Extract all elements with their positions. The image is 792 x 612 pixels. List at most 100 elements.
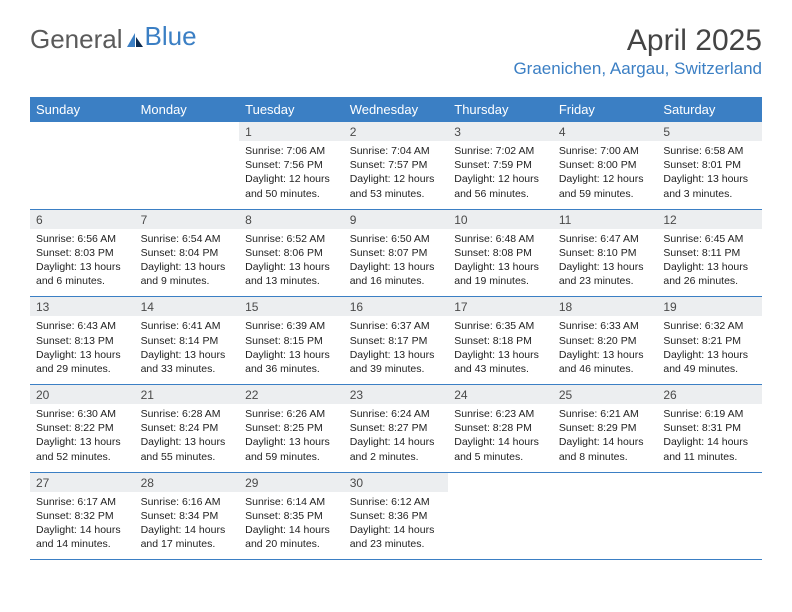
sunrise-text: Sunrise: 6:47 AM — [559, 232, 652, 246]
sunrise-text: Sunrise: 6:33 AM — [559, 319, 652, 333]
day-cell: 3Sunrise: 7:02 AMSunset: 7:59 PMDaylight… — [448, 122, 553, 210]
header: General Blue April 2025 Graenichen, Aarg… — [30, 24, 762, 79]
sunrise-text: Sunrise: 6:43 AM — [36, 319, 129, 333]
daylight-text: Daylight: 13 hours and 36 minutes. — [245, 348, 338, 376]
sunset-text: Sunset: 8:36 PM — [350, 509, 443, 523]
sunrise-text: Sunrise: 6:30 AM — [36, 407, 129, 421]
day-details: Sunrise: 7:04 AMSunset: 7:57 PMDaylight:… — [344, 141, 449, 209]
week-row: 20Sunrise: 6:30 AMSunset: 8:22 PMDayligh… — [30, 385, 762, 473]
day-cell: 24Sunrise: 6:23 AMSunset: 8:28 PMDayligh… — [448, 385, 553, 473]
dow-header: Friday — [553, 98, 658, 122]
day-details: Sunrise: 6:58 AMSunset: 8:01 PMDaylight:… — [657, 141, 762, 209]
sunset-text: Sunset: 7:57 PM — [350, 158, 443, 172]
day-cell: 22Sunrise: 6:26 AMSunset: 8:25 PMDayligh… — [239, 385, 344, 473]
day-number: 14 — [135, 297, 240, 316]
sunrise-text: Sunrise: 7:06 AM — [245, 144, 338, 158]
sunrise-text: Sunrise: 6:41 AM — [141, 319, 234, 333]
day-cell: 11Sunrise: 6:47 AMSunset: 8:10 PMDayligh… — [553, 209, 658, 297]
day-number: 2 — [344, 122, 449, 141]
day-details: Sunrise: 6:17 AMSunset: 8:32 PMDaylight:… — [30, 492, 135, 560]
day-cell: 12Sunrise: 6:45 AMSunset: 8:11 PMDayligh… — [657, 209, 762, 297]
day-details: Sunrise: 6:41 AMSunset: 8:14 PMDaylight:… — [135, 316, 240, 384]
sunrise-text: Sunrise: 6:26 AM — [245, 407, 338, 421]
sunrise-text: Sunrise: 6:23 AM — [454, 407, 547, 421]
day-cell: 5Sunrise: 6:58 AMSunset: 8:01 PMDaylight… — [657, 122, 762, 210]
daylight-text: Daylight: 13 hours and 6 minutes. — [36, 260, 129, 288]
sunrise-text: Sunrise: 6:32 AM — [663, 319, 756, 333]
day-number: 3 — [448, 122, 553, 141]
page: General Blue April 2025 Graenichen, Aarg… — [0, 0, 792, 580]
day-cell: 16Sunrise: 6:37 AMSunset: 8:17 PMDayligh… — [344, 297, 449, 385]
sunset-text: Sunset: 8:11 PM — [663, 246, 756, 260]
day-number: 27 — [30, 473, 135, 492]
sunset-text: Sunset: 8:21 PM — [663, 334, 756, 348]
day-cell: 9Sunrise: 6:50 AMSunset: 8:07 PMDaylight… — [344, 209, 449, 297]
day-details: Sunrise: 6:43 AMSunset: 8:13 PMDaylight:… — [30, 316, 135, 384]
day-number: 13 — [30, 297, 135, 316]
location-text: Graenichen, Aargau, Switzerland — [513, 59, 762, 79]
day-cell: 28Sunrise: 6:16 AMSunset: 8:34 PMDayligh… — [135, 472, 240, 560]
daylight-text: Daylight: 13 hours and 29 minutes. — [36, 348, 129, 376]
sunset-text: Sunset: 8:22 PM — [36, 421, 129, 435]
sunrise-text: Sunrise: 6:52 AM — [245, 232, 338, 246]
calendar-table: SundayMondayTuesdayWednesdayThursdayFrid… — [30, 97, 762, 560]
day-number: 22 — [239, 385, 344, 404]
day-details: Sunrise: 6:54 AMSunset: 8:04 PMDaylight:… — [135, 229, 240, 297]
week-row: 6Sunrise: 6:56 AMSunset: 8:03 PMDaylight… — [30, 209, 762, 297]
sunset-text: Sunset: 8:06 PM — [245, 246, 338, 260]
day-details: Sunrise: 6:12 AMSunset: 8:36 PMDaylight:… — [344, 492, 449, 560]
day-cell: 25Sunrise: 6:21 AMSunset: 8:29 PMDayligh… — [553, 385, 658, 473]
day-details: Sunrise: 6:37 AMSunset: 8:17 PMDaylight:… — [344, 316, 449, 384]
day-details: Sunrise: 6:39 AMSunset: 8:15 PMDaylight:… — [239, 316, 344, 384]
day-cell — [135, 122, 240, 210]
day-details: Sunrise: 6:23 AMSunset: 8:28 PMDaylight:… — [448, 404, 553, 472]
daylight-text: Daylight: 13 hours and 49 minutes. — [663, 348, 756, 376]
day-number: 5 — [657, 122, 762, 141]
sunrise-text: Sunrise: 6:48 AM — [454, 232, 547, 246]
sunset-text: Sunset: 8:27 PM — [350, 421, 443, 435]
day-number: 21 — [135, 385, 240, 404]
day-cell: 19Sunrise: 6:32 AMSunset: 8:21 PMDayligh… — [657, 297, 762, 385]
day-cell: 18Sunrise: 6:33 AMSunset: 8:20 PMDayligh… — [553, 297, 658, 385]
sunset-text: Sunset: 8:34 PM — [141, 509, 234, 523]
day-cell: 13Sunrise: 6:43 AMSunset: 8:13 PMDayligh… — [30, 297, 135, 385]
day-details: Sunrise: 6:32 AMSunset: 8:21 PMDaylight:… — [657, 316, 762, 384]
day-number: 4 — [553, 122, 658, 141]
sunrise-text: Sunrise: 6:28 AM — [141, 407, 234, 421]
day-details: Sunrise: 6:35 AMSunset: 8:18 PMDaylight:… — [448, 316, 553, 384]
week-row: 13Sunrise: 6:43 AMSunset: 8:13 PMDayligh… — [30, 297, 762, 385]
day-details: Sunrise: 6:26 AMSunset: 8:25 PMDaylight:… — [239, 404, 344, 472]
daylight-text: Daylight: 12 hours and 50 minutes. — [245, 172, 338, 200]
sunrise-text: Sunrise: 6:58 AM — [663, 144, 756, 158]
sunset-text: Sunset: 8:01 PM — [663, 158, 756, 172]
sunset-text: Sunset: 8:10 PM — [559, 246, 652, 260]
day-cell: 7Sunrise: 6:54 AMSunset: 8:04 PMDaylight… — [135, 209, 240, 297]
sunset-text: Sunset: 8:31 PM — [663, 421, 756, 435]
daylight-text: Daylight: 14 hours and 5 minutes. — [454, 435, 547, 463]
day-cell: 4Sunrise: 7:00 AMSunset: 8:00 PMDaylight… — [553, 122, 658, 210]
brand-logo: General Blue — [30, 24, 197, 55]
dow-header: Monday — [135, 98, 240, 122]
day-details: Sunrise: 6:19 AMSunset: 8:31 PMDaylight:… — [657, 404, 762, 472]
sunset-text: Sunset: 8:17 PM — [350, 334, 443, 348]
day-cell: 10Sunrise: 6:48 AMSunset: 8:08 PMDayligh… — [448, 209, 553, 297]
day-details: Sunrise: 6:16 AMSunset: 8:34 PMDaylight:… — [135, 492, 240, 560]
day-number: 24 — [448, 385, 553, 404]
calendar-body: 1Sunrise: 7:06 AMSunset: 7:56 PMDaylight… — [30, 122, 762, 560]
daylight-text: Daylight: 13 hours and 9 minutes. — [141, 260, 234, 288]
day-details: Sunrise: 7:06 AMSunset: 7:56 PMDaylight:… — [239, 141, 344, 209]
brand-text-blue: Blue — [145, 21, 197, 52]
sunrise-text: Sunrise: 7:04 AM — [350, 144, 443, 158]
day-cell: 26Sunrise: 6:19 AMSunset: 8:31 PMDayligh… — [657, 385, 762, 473]
daylight-text: Daylight: 13 hours and 23 minutes. — [559, 260, 652, 288]
week-row: 27Sunrise: 6:17 AMSunset: 8:32 PMDayligh… — [30, 472, 762, 560]
day-number: 6 — [30, 210, 135, 229]
day-cell — [657, 472, 762, 560]
sunset-text: Sunset: 8:29 PM — [559, 421, 652, 435]
sunrise-text: Sunrise: 6:37 AM — [350, 319, 443, 333]
day-cell: 15Sunrise: 6:39 AMSunset: 8:15 PMDayligh… — [239, 297, 344, 385]
title-block: April 2025 Graenichen, Aargau, Switzerla… — [513, 24, 762, 79]
daylight-text: Daylight: 12 hours and 59 minutes. — [559, 172, 652, 200]
day-cell: 1Sunrise: 7:06 AMSunset: 7:56 PMDaylight… — [239, 122, 344, 210]
day-number: 16 — [344, 297, 449, 316]
